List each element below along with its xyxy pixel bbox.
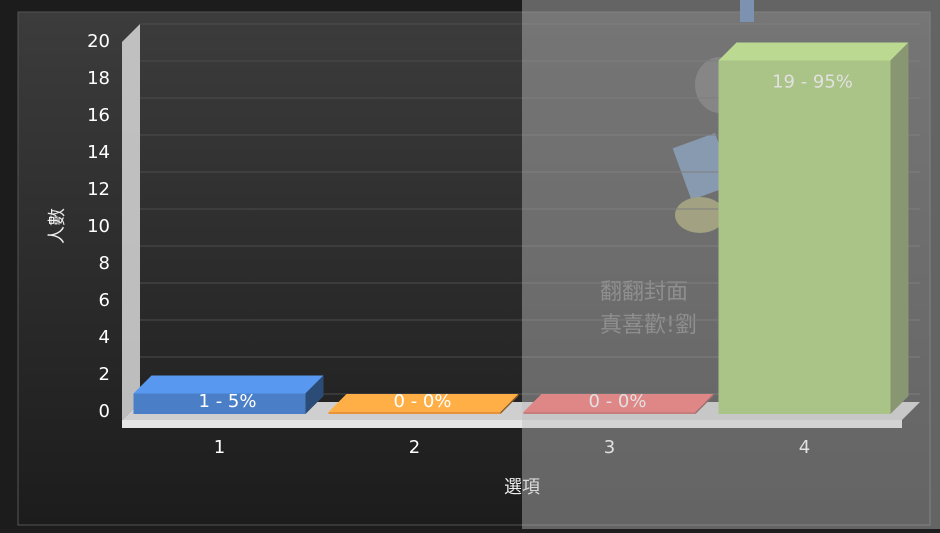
- y-tick-label: 4: [99, 327, 110, 348]
- page: 翻翻封面 真喜歡!劉 人數 選項 0246810121416182011 - 5…: [0, 0, 940, 529]
- y-tick-label: 6: [99, 290, 110, 311]
- value-label: 1 - 5%: [199, 391, 257, 412]
- y-tick-label: 18: [87, 68, 110, 89]
- y-tick-label: 12: [87, 179, 110, 200]
- y-tick-label: 0: [99, 401, 110, 422]
- chart: 翻翻封面 真喜歡!劉 人數 選項 0246810121416182011 - 5…: [0, 0, 940, 529]
- y-tick-label: 20: [87, 31, 110, 52]
- bar-front: [329, 412, 501, 414]
- y-tick-label: 2: [99, 364, 110, 385]
- value-label: 0 - 0%: [394, 391, 452, 412]
- x-tick-label: 2: [409, 437, 420, 458]
- y-axis-label: 人數: [47, 208, 68, 244]
- x-tick-label: 1: [214, 437, 225, 458]
- y-tick-label: 16: [87, 105, 110, 126]
- side-wall: [122, 24, 140, 420]
- y-tick-label: 10: [87, 216, 110, 237]
- y-tick-label: 8: [99, 253, 110, 274]
- overlay-panel: [522, 0, 940, 529]
- y-tick-label: 14: [87, 142, 110, 163]
